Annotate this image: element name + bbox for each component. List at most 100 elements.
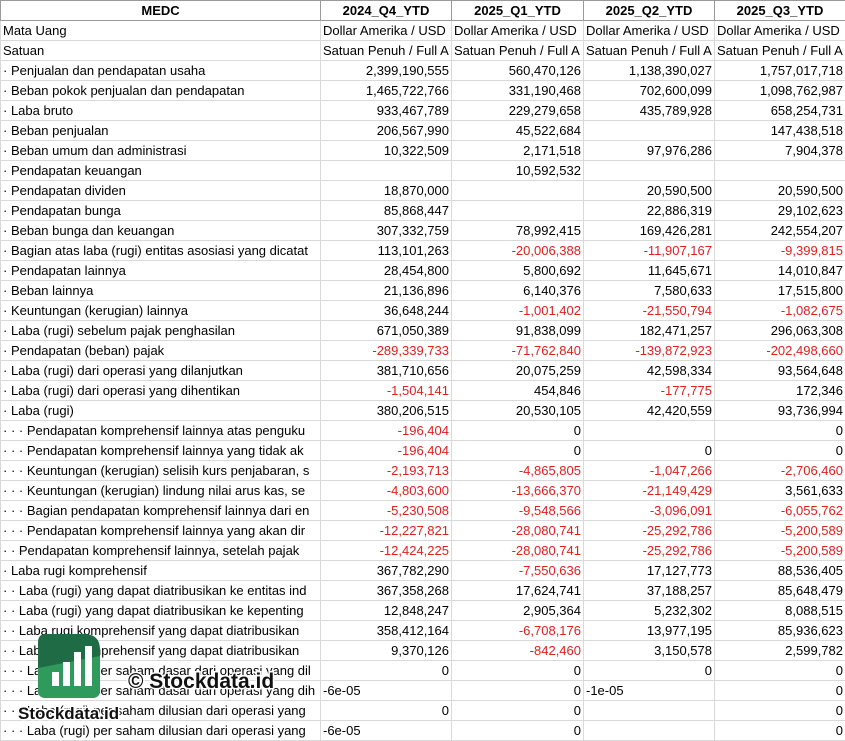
row-label: · · · Pendapatan komprehensif lainnya ya… [0, 440, 321, 461]
table-row: · Penjualan dan pendapatan usaha 2,399,19… [0, 60, 845, 81]
cell: 37,188,257 [583, 580, 715, 601]
cell: 93,736,994 [714, 400, 845, 421]
cell: 380,206,515 [320, 400, 452, 421]
cell: -28,080,741 [451, 540, 584, 561]
cell: 85,936,623 [714, 620, 845, 641]
cell: -12,227,821 [320, 520, 452, 541]
cell: 454,846 [451, 380, 584, 401]
cell: 0 [320, 660, 452, 681]
cell: 0 [583, 660, 715, 681]
cell: 12,848,247 [320, 600, 452, 621]
cell: 658,254,731 [714, 100, 845, 121]
cell: 381,710,656 [320, 360, 452, 381]
cell [583, 420, 715, 441]
table-row: · · · Pendapatan komprehensif lainnya ya… [0, 440, 845, 461]
cell: 0 [714, 720, 845, 741]
table-row: · Beban bunga dan keuangan 307,332,759 78,… [0, 220, 845, 241]
cell: 2,399,190,555 [320, 60, 452, 81]
row-label: · Laba (rugi) sebelum pajak penghasilan [0, 320, 321, 341]
cell: -4,865,805 [451, 460, 584, 481]
cell: 85,648,479 [714, 580, 845, 601]
cell: -9,548,566 [451, 500, 584, 521]
cell: 1,098,762,987 [714, 80, 845, 101]
cell: Satuan Penuh / Full A [714, 40, 845, 61]
cell [714, 160, 845, 181]
cell: 0 [451, 440, 584, 461]
cell [583, 160, 715, 181]
cell: 358,412,164 [320, 620, 452, 641]
cell: -3,096,091 [583, 500, 715, 521]
cell: 91,838,099 [451, 320, 584, 341]
cell: 0 [451, 700, 584, 721]
cell: Dollar Amerika / USD [583, 20, 715, 41]
cell: -71,762,840 [451, 340, 584, 361]
row-label: · Bagian atas laba (rugi) entitas asosia… [0, 240, 321, 261]
row-label: · · · Keuntungan (kerugian) selisih kurs… [0, 460, 321, 481]
table-row: · · · Laba (rugi) per saham dasar dari o… [0, 660, 845, 681]
cell: Satuan Penuh / Full A [451, 40, 584, 61]
cell: 367,358,268 [320, 580, 452, 601]
cell: 78,992,415 [451, 220, 584, 241]
row-label: · · · Laba (rugi) per saham dasar dari o… [0, 680, 321, 701]
cell: 88,536,405 [714, 560, 845, 581]
table-body: Mata Uang Dollar Amerika / USD Dollar Amer… [0, 20, 845, 741]
cell: 1,757,017,718 [714, 60, 845, 81]
cell: 229,279,658 [451, 100, 584, 121]
cell: -20,006,388 [451, 240, 584, 261]
cell: 11,645,671 [583, 260, 715, 281]
cell: 0 [714, 420, 845, 441]
cell [583, 720, 715, 741]
row-label: · Laba bruto [0, 100, 321, 121]
table-row: · Pendapatan lainnya 28,454,800 5,800,692 1… [0, 260, 845, 281]
cell: -139,872,923 [583, 340, 715, 361]
cell: 10,322,509 [320, 140, 452, 161]
cell: -9,399,815 [714, 240, 845, 261]
table-row: · Beban pokok penjualan dan pendapatan 1,… [0, 80, 845, 101]
cell: 242,554,207 [714, 220, 845, 241]
row-label: · Pendapatan dividen [0, 180, 321, 201]
table-row: · Laba (rugi) dari operasi yang dilanjut… [0, 360, 845, 381]
table-row: · · Laba rugi komprehensif yang dapat di… [0, 620, 845, 641]
row-label: · · Laba rugi komprehensif yang dapat di… [0, 620, 321, 641]
cell: 17,127,773 [583, 560, 715, 581]
cell: 296,063,308 [714, 320, 845, 341]
row-label: · Beban umum dan administrasi [0, 140, 321, 161]
table-row: · Beban penjualan 206,567,990 45,522,684 14… [0, 120, 845, 141]
cell: 331,190,468 [451, 80, 584, 101]
table-row: · · · Pendapatan komprehensif lainnya ya… [0, 520, 845, 541]
cell: -6e-05 [320, 720, 452, 741]
cell: 0 [320, 700, 452, 721]
cell: -5,230,508 [320, 500, 452, 521]
cell: 206,567,990 [320, 120, 452, 141]
cell: -28,080,741 [451, 520, 584, 541]
table-row: · · · Laba (rugi) per saham dilusian dar… [0, 720, 845, 741]
row-label: · Beban penjualan [0, 120, 321, 141]
row-label: · Keuntungan (kerugian) lainnya [0, 300, 321, 321]
cell: 29,102,623 [714, 200, 845, 221]
table-row: · Pendapatan dividen 18,870,000 20,590,500… [0, 180, 845, 201]
cell: 0 [451, 420, 584, 441]
cell: -21,550,794 [583, 300, 715, 321]
column-header: 2025_Q1_YTD [451, 0, 584, 21]
cell: -2,706,460 [714, 460, 845, 481]
cell: 113,101,263 [320, 240, 452, 261]
cell [451, 180, 584, 201]
cell: 172,346 [714, 380, 845, 401]
cell: 85,868,447 [320, 200, 452, 221]
table-row: · Pendapatan (beban) pajak -289,339,733 -7… [0, 340, 845, 361]
table-row: · · Laba (rugi) yang dapat diatribusikan… [0, 600, 845, 621]
cell: 367,782,290 [320, 560, 452, 581]
cell: -6,055,762 [714, 500, 845, 521]
cell: -13,666,370 [451, 480, 584, 501]
row-label: · Pendapatan bunga [0, 200, 321, 221]
cell: 22,886,319 [583, 200, 715, 221]
cell: Dollar Amerika / USD [714, 20, 845, 41]
cell [320, 160, 452, 181]
row-label: · · Laba rugi komprehensif yang dapat di… [0, 640, 321, 661]
cell: 0 [714, 700, 845, 721]
table-row: · Pendapatan bunga 85,868,447 22,886,319 29… [0, 200, 845, 221]
row-label: · Laba (rugi) dari operasi yang dilanjut… [0, 360, 321, 381]
row-label: · Laba rugi komprehensif [0, 560, 321, 581]
cell: 8,088,515 [714, 600, 845, 621]
